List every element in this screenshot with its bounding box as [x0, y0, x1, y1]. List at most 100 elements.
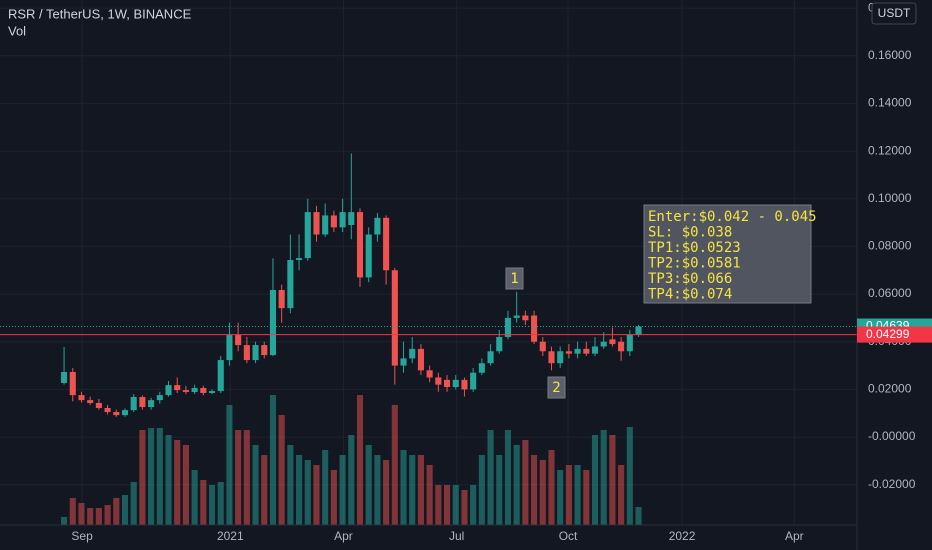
- candle-body: [348, 212, 355, 225]
- candle-body: [208, 391, 216, 393]
- marker-box: [547, 376, 566, 399]
- candle-body: [618, 341, 625, 352]
- volume-bar: [461, 490, 468, 525]
- axes: 0.180000.160000.140000.120000.100000.080…: [71, 0, 932, 543]
- volume-bar: [504, 430, 512, 525]
- volume-bar: [426, 465, 433, 525]
- annotation-line: TP2:$0.0581: [648, 256, 741, 272]
- volume-bar: [121, 495, 129, 525]
- annotation-line: TP4:$0.074: [648, 287, 732, 303]
- volume-bar: [356, 395, 364, 525]
- annotation-line: TP1:$0.0523: [648, 240, 741, 256]
- volume-bar: [574, 465, 581, 525]
- volume-bar: [208, 485, 216, 525]
- volume-bar: [104, 505, 111, 525]
- volume-bar: [165, 435, 172, 525]
- marker: 1: [510, 271, 518, 287]
- volume-bar: [443, 485, 451, 525]
- y-tick-label: 0.16000: [868, 48, 912, 62]
- volume-bar: [322, 450, 329, 525]
- candle-body: [383, 217, 390, 271]
- candle-body: [513, 315, 520, 318]
- currency-box[interactable]: [871, 2, 917, 25]
- candle-body: [478, 363, 485, 373]
- candle-body: [78, 395, 85, 401]
- candle-body: [443, 379, 451, 388]
- candle-body: [583, 348, 590, 354]
- y-tick-label: -0.02000: [868, 477, 916, 491]
- candle-body: [174, 385, 181, 391]
- y-tick-label: 0.06000: [868, 286, 912, 300]
- candle-body: [121, 410, 129, 416]
- y-tick-label: 0.14000: [868, 96, 912, 110]
- volume-bar: [69, 498, 76, 525]
- candle-body: [339, 212, 346, 228]
- volume-bar: [618, 465, 625, 525]
- candle-body: [139, 397, 146, 408]
- volume-bar: [557, 470, 564, 525]
- candle-body: [130, 397, 137, 411]
- volume-pane: [61, 395, 642, 525]
- volume-bar: [235, 430, 242, 525]
- candle-body: [391, 270, 398, 366]
- marker: 2: [552, 380, 560, 396]
- candle-body: [531, 315, 538, 342]
- x-tick-label: Apr: [785, 529, 804, 543]
- candle-body: [417, 348, 424, 371]
- volume-bar: [513, 445, 520, 525]
- volume-bar: [95, 508, 102, 525]
- candle-body: [104, 407, 111, 413]
- candle-body: [626, 334, 633, 352]
- volume-bar: [226, 405, 233, 525]
- volume-bar: [452, 485, 459, 525]
- volume-bar: [156, 428, 163, 525]
- currency[interactable]: USDT: [878, 6, 911, 20]
- volume-bar: [478, 455, 485, 525]
- volume-bar: [182, 445, 189, 525]
- volume-bar: [61, 517, 68, 525]
- volume-bar: [278, 415, 285, 525]
- volume-bar: [409, 455, 416, 525]
- volume-bar: [148, 428, 155, 525]
- candle-body: [87, 400, 94, 403]
- candle-body: [574, 348, 581, 354]
- volume-bar: [391, 405, 398, 525]
- candle-body: [565, 351, 572, 354]
- volume-bar: [217, 482, 224, 525]
- volume-bar: [435, 485, 442, 525]
- price-pane: [0, 153, 857, 417]
- candle-body: [487, 351, 494, 364]
- volume-bar: [539, 460, 546, 525]
- volume-bar: [252, 445, 259, 525]
- volume-bar: [87, 508, 94, 525]
- volume-bar: [287, 445, 294, 525]
- y-tick-label: -0.00000: [868, 429, 916, 443]
- candle-body: [278, 290, 285, 309]
- volume-bar: [496, 455, 503, 525]
- volume-bar: [130, 482, 137, 525]
- candle-body: [69, 372, 76, 396]
- volume-bar: [600, 430, 607, 525]
- candle-body: [470, 372, 477, 390]
- candle-body: [113, 412, 120, 416]
- chart-title: RSR / TetherUS, 1W, BINANCE: [8, 6, 192, 21]
- candle-body: [374, 217, 381, 235]
- x-tick-label: 2022: [669, 529, 696, 543]
- candle-body: [461, 379, 468, 390]
- volume-bar: [313, 465, 320, 525]
- volume-bar: [583, 470, 590, 525]
- candle-body: [409, 348, 416, 359]
- volume-bar: [591, 435, 599, 525]
- candle-body: [330, 215, 337, 228]
- volume-bar: [626, 427, 633, 525]
- y-tick-label: 0.10000: [868, 191, 912, 205]
- candle-body: [356, 212, 364, 278]
- candle-body: [200, 387, 207, 393]
- volume-bar: [400, 450, 407, 525]
- volume-bar: [113, 498, 120, 525]
- price-label-box: [857, 326, 932, 343]
- candle-body: [539, 341, 546, 352]
- candle-body: [296, 258, 303, 260]
